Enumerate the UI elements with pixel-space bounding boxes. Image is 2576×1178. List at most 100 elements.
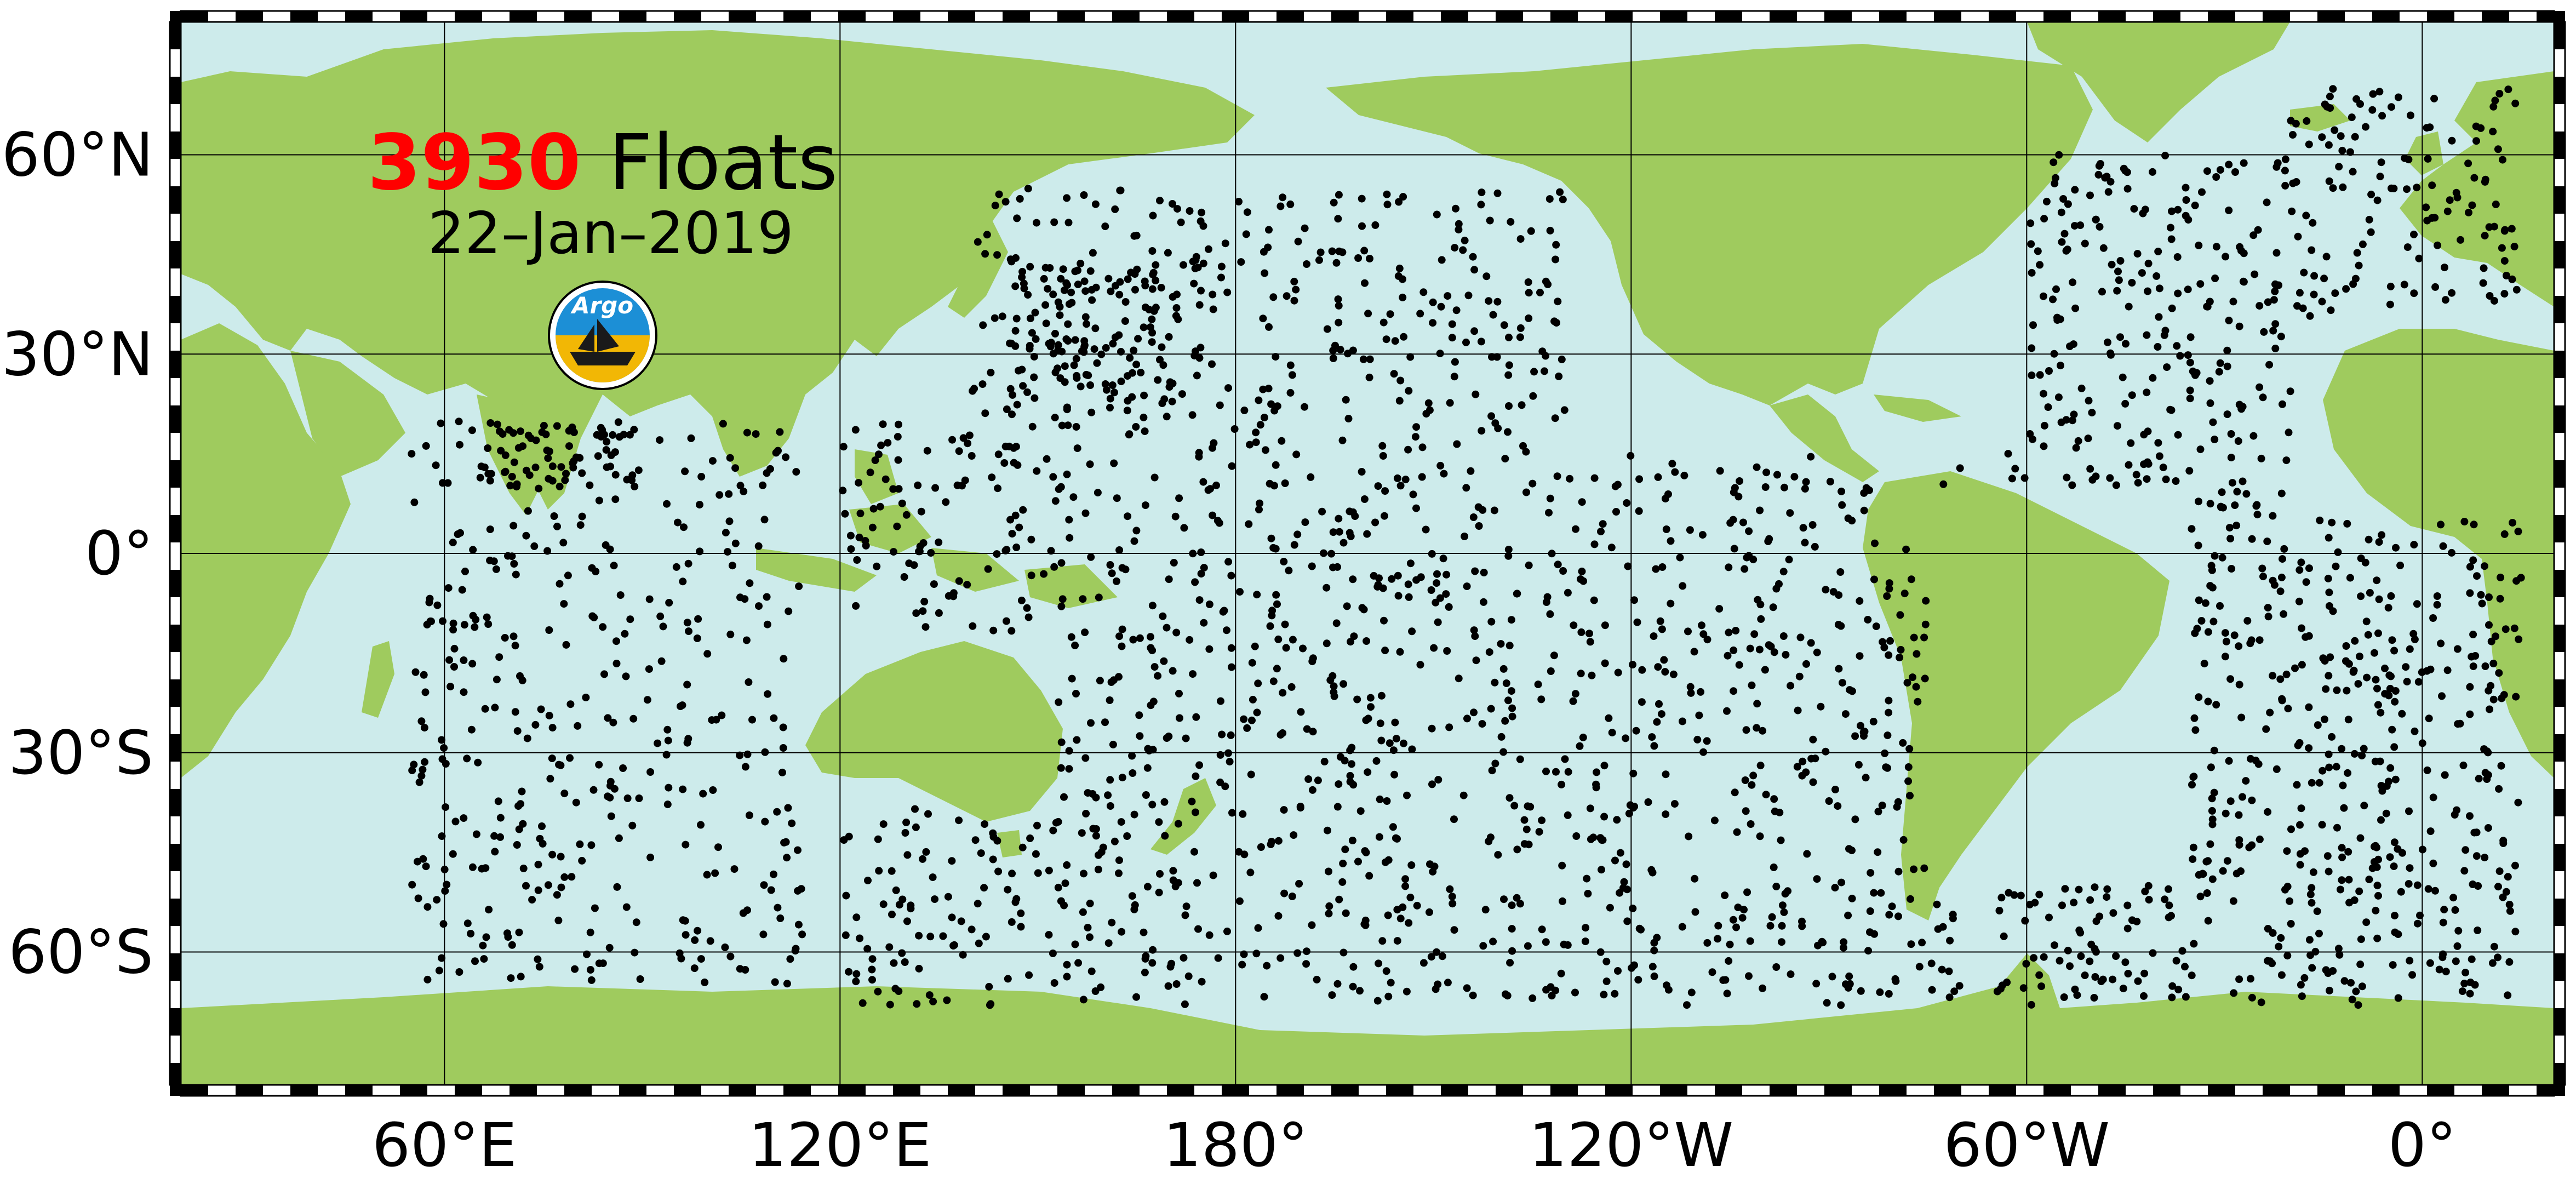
argo-float-dot [2349, 281, 2357, 288]
argo-float-dot [2478, 600, 2486, 608]
argo-float-dot [1920, 865, 1928, 872]
argo-float-dot [1141, 427, 1149, 435]
argo-float-dot [1906, 792, 1914, 799]
argo-float-dot [1460, 792, 1468, 799]
argo-float-dot [1375, 959, 1382, 967]
argo-float-dot [656, 436, 663, 444]
argo-float-dot [2271, 345, 2279, 352]
argo-float-dot [1679, 923, 1686, 931]
lon-tick-label: 120°E [748, 1110, 931, 1178]
argo-float-dot [1685, 833, 1692, 840]
argo-float-dot [522, 882, 530, 890]
argo-float-dot [2286, 897, 2293, 905]
argo-float-dot [1921, 674, 1929, 682]
argo-float-dot [519, 677, 526, 684]
argo-float-dot [471, 957, 479, 965]
argo-float-dot [478, 462, 485, 470]
argo-float-dot [459, 586, 466, 594]
argo-float-dot [1842, 710, 1850, 718]
argo-float-dot [719, 420, 727, 427]
argo-float-dot [1206, 601, 1213, 608]
argo-float-dot [1410, 490, 1417, 498]
argo-float-dot [1996, 907, 2003, 914]
argo-float-dot [2346, 148, 2354, 156]
argo-float-dot [842, 892, 850, 900]
argo-float-dot [1619, 884, 1627, 892]
argo-float-dot [2305, 704, 2312, 711]
argo-float-dot [557, 463, 565, 471]
argo-float-dot [2333, 824, 2341, 832]
argo-float-dot [1473, 656, 1480, 664]
argo-float-dot [1227, 572, 1235, 580]
argo-float-dot [703, 650, 711, 657]
argo-float-dot [1318, 508, 1326, 516]
argo-float-dot [1470, 266, 1478, 273]
argo-float-dot [869, 524, 877, 531]
argo-float-dot [1323, 584, 1330, 592]
argo-float-dot [1055, 699, 1062, 706]
argo-float-dot [591, 905, 599, 912]
argo-float-dot [2183, 196, 2190, 204]
argo-float-dot [915, 932, 923, 940]
argo-float-dot [2390, 743, 2398, 751]
argo-float-dot [2259, 573, 2267, 580]
argo-float-dot [1060, 265, 1067, 273]
argo-float-dot [1121, 317, 1129, 325]
argo-float-dot [576, 840, 583, 848]
argo-float-dot [776, 428, 783, 436]
argo-float-dot [1913, 683, 1920, 691]
argo-float-dot [1079, 595, 1086, 603]
argo-float-dot [999, 312, 1006, 320]
argo-float-dot [1719, 976, 1727, 984]
argo-float-dot [2228, 454, 2235, 461]
argo-float-dot [1080, 191, 1088, 199]
argo-float-dot [2294, 233, 2302, 241]
argo-float-dot [840, 443, 848, 450]
argo-float-dot [1063, 471, 1071, 478]
argo-float-dot [1593, 768, 1600, 776]
argo-float-dot [482, 864, 489, 872]
argo-float-dot [2283, 847, 2291, 855]
argo-float-dot [1180, 524, 1188, 531]
argo-float-dot [2389, 961, 2397, 969]
argo-float-dot [491, 848, 499, 855]
argo-float-dot [759, 482, 766, 489]
argo-float-dot [1505, 546, 1513, 553]
argo-float-dot [1536, 828, 1543, 836]
argo-float-dot [1860, 489, 1868, 497]
argo-float-dot [1629, 661, 1636, 668]
argo-float-dot [1209, 291, 1216, 299]
argo-float-dot [2325, 764, 2333, 771]
argo-float-dot [1065, 516, 1073, 524]
argo-float-dot [2184, 285, 2192, 293]
argo-float-dot [2057, 316, 2064, 323]
argo-float-dot [1285, 567, 1292, 574]
argo-float-dot [2249, 231, 2257, 239]
argo-float-dot [1081, 628, 1089, 636]
argo-float-dot [1063, 961, 1071, 969]
argo-float-dot [1299, 645, 1307, 653]
argo-float-dot [2372, 758, 2379, 765]
argo-float-dot [607, 778, 615, 786]
argo-float-dot [680, 523, 688, 531]
argo-float-dot [438, 832, 446, 840]
argo-float-dot [708, 716, 715, 724]
argo-float-dot [774, 904, 781, 912]
argo-float-dot [433, 602, 441, 609]
argo-float-dot [879, 420, 887, 428]
argo-float-dot [2407, 112, 2414, 119]
argo-float-dot [918, 508, 925, 516]
argo-float-dot [2275, 943, 2282, 951]
argo-float-dot [414, 858, 421, 866]
argo-float-dot [924, 810, 932, 818]
argo-float-dot [563, 641, 570, 649]
argo-float-dot [740, 910, 747, 917]
argo-float-dot [1353, 696, 1361, 704]
argo-float-dot [551, 512, 558, 520]
argo-float-dot [1124, 276, 1132, 283]
argo-float-dot [1905, 745, 1913, 753]
argo-float-dot [1629, 905, 1636, 912]
argo-float-dot [1757, 762, 1765, 769]
argo-float-dot [1101, 718, 1109, 726]
argo-float-dot [1314, 776, 1322, 784]
